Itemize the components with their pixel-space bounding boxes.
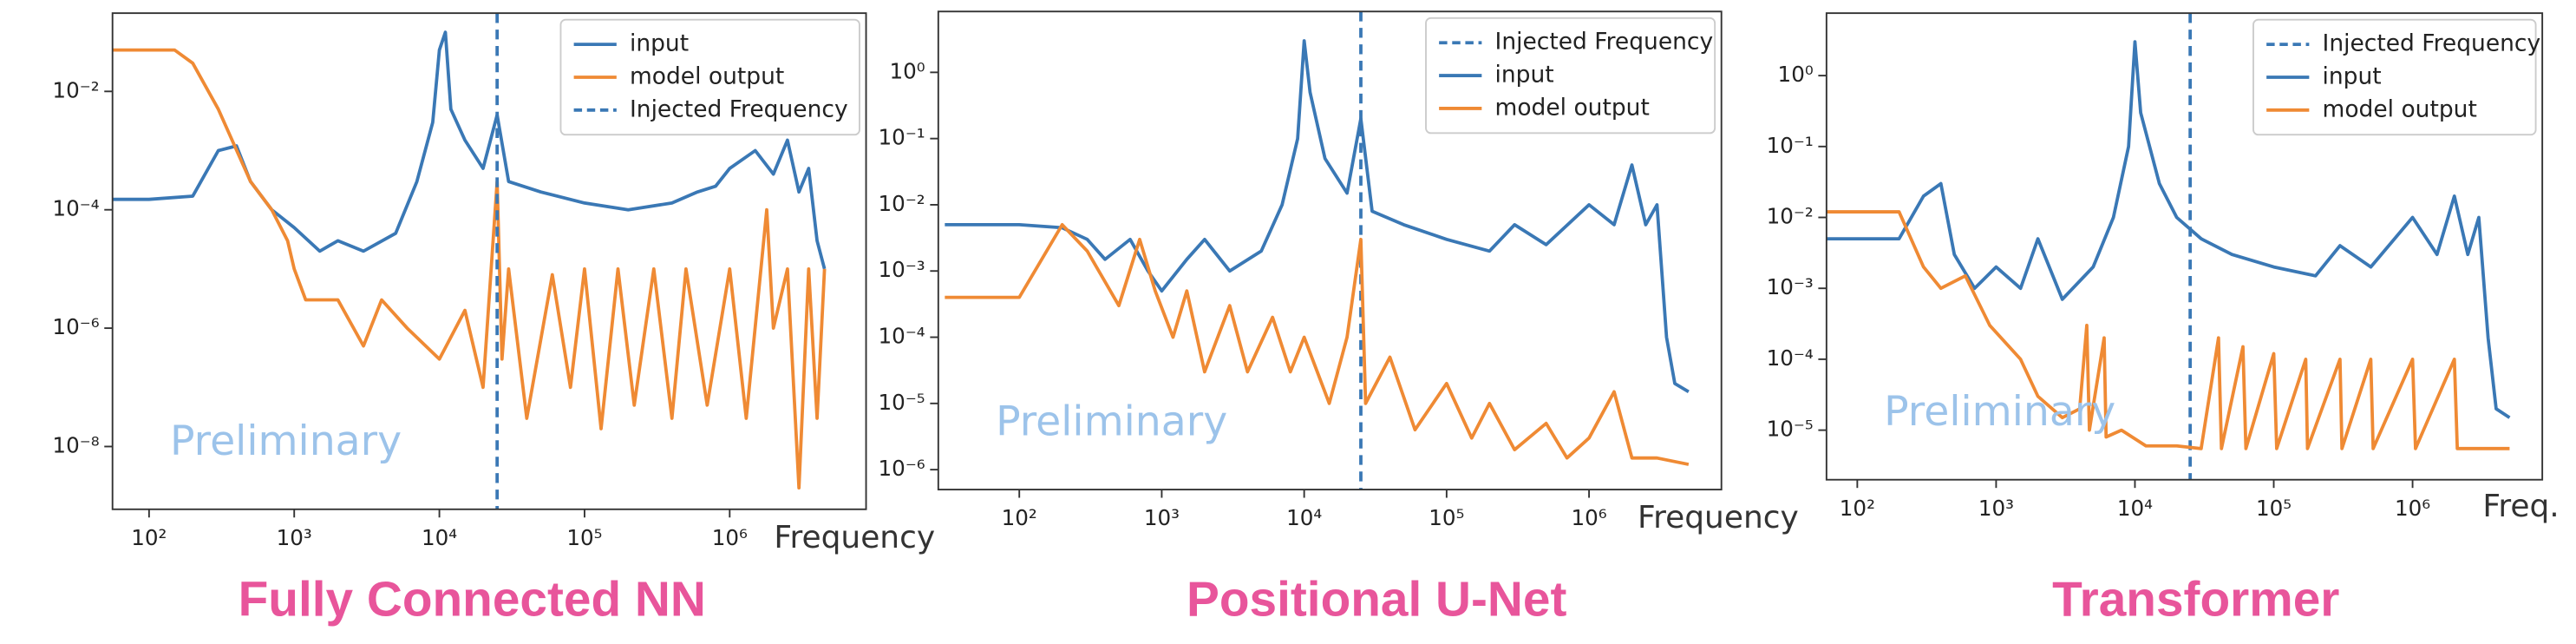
y-tick-label: 10⁻² <box>879 191 925 216</box>
x-tick-label: 10² <box>131 525 167 550</box>
y-tick-label: 10⁻⁵ <box>879 390 925 415</box>
series-line <box>1826 210 2510 450</box>
y-tick-label: 10⁰ <box>1778 62 1814 87</box>
legend-label: model output <box>1495 94 1650 121</box>
annotation: Preliminary <box>170 417 402 465</box>
legend-box <box>2252 18 2537 136</box>
x-tick-label: 10⁶ <box>2395 496 2430 521</box>
x-tick-label: 10⁴ <box>2117 496 2153 521</box>
series-line <box>112 48 827 490</box>
chart-title: Fully Connected NN <box>239 573 706 628</box>
legend-label: input <box>630 30 689 57</box>
y-tick-label: 10⁻¹ <box>879 125 925 150</box>
x-tick-label: 10⁴ <box>1286 505 1322 530</box>
annotation: Preliminary <box>996 398 1227 445</box>
y-tick-label: 10⁻⁶ <box>52 314 99 339</box>
y-tick-label: 10⁻² <box>52 77 99 102</box>
x-axis-label: Frequency <box>1638 500 1799 536</box>
y-tick-label: 10⁻³ <box>879 257 925 282</box>
x-tick-label: 10⁶ <box>1572 505 1607 530</box>
legend-label: model output <box>630 62 784 89</box>
y-tick-label: 10⁻³ <box>1767 274 1814 299</box>
y-tick-label: 10⁻⁴ <box>1767 345 1814 371</box>
y-tick-label: 10⁻² <box>1767 204 1814 229</box>
chart: 10² 10³ 10⁴ 10⁵ 10⁶ 10⁰ 10⁻¹ 10⁻² 10⁻³ 10⁻⁴ 10⁻⁵ 10… <box>879 10 1799 628</box>
y-tick-label: 10⁻⁶ <box>879 456 925 481</box>
x-tick-label: 10³ <box>1144 505 1180 530</box>
legend-label: Injected Frequency <box>630 95 848 122</box>
x-tick-label: 10⁴ <box>422 525 457 550</box>
x-axis-label: Frequency <box>774 520 935 555</box>
plot-frame <box>111 12 867 510</box>
x-tick-label: 10⁵ <box>566 525 602 550</box>
plot-frame <box>937 10 1723 491</box>
series-line <box>1826 40 2511 419</box>
legend-label: input <box>1495 62 1554 89</box>
x-tick-label: 10³ <box>1978 496 2014 521</box>
legend-box <box>559 18 860 136</box>
y-tick-label: 10⁻⁴ <box>879 324 925 349</box>
y-tick-label: 10⁻⁵ <box>1767 417 1814 442</box>
chart: 10² 10³ 10⁴ 10⁵ 10⁶ 10⁰ 10⁻¹ 10⁻² 10⁻³ 10⁻⁴ 10⁻⁵ Pr… <box>1767 12 2560 628</box>
legend-label: input <box>2323 62 2382 89</box>
legend-label: Injected Frequency <box>1495 29 1714 56</box>
y-tick-label: 10⁻⁸ <box>52 432 99 457</box>
x-tick-label: 10⁵ <box>2256 496 2292 521</box>
x-tick-label: 10² <box>1840 496 1875 521</box>
annotation: Preliminary <box>1884 388 2115 436</box>
legend-label: Injected Frequency <box>2323 30 2541 57</box>
series-line <box>945 223 1690 466</box>
x-tick-label: 10⁶ <box>712 525 748 550</box>
chart: 10² 10³ 10⁴ 10⁵ 10⁶ 10⁻² 10⁻⁴ 10⁻⁶ 10⁻⁸ Prelimina… <box>52 12 935 628</box>
x-tick-label: 10³ <box>277 525 312 550</box>
x-tick-label: 10² <box>1002 505 1037 530</box>
chart-title: Transformer <box>2052 573 2339 628</box>
y-tick-label: 10⁻⁴ <box>52 196 99 221</box>
x-axis-label: Freq. <box>2482 489 2559 524</box>
legend-label: model output <box>2323 95 2477 122</box>
y-tick-label: 10⁰ <box>890 58 925 83</box>
y-tick-label: 10⁻¹ <box>1767 133 1814 158</box>
plot-frame <box>1825 12 2544 481</box>
legend-box <box>1425 16 1716 135</box>
chart-title: Positional U-Net <box>1187 573 1566 628</box>
x-tick-label: 10⁵ <box>1429 505 1464 530</box>
